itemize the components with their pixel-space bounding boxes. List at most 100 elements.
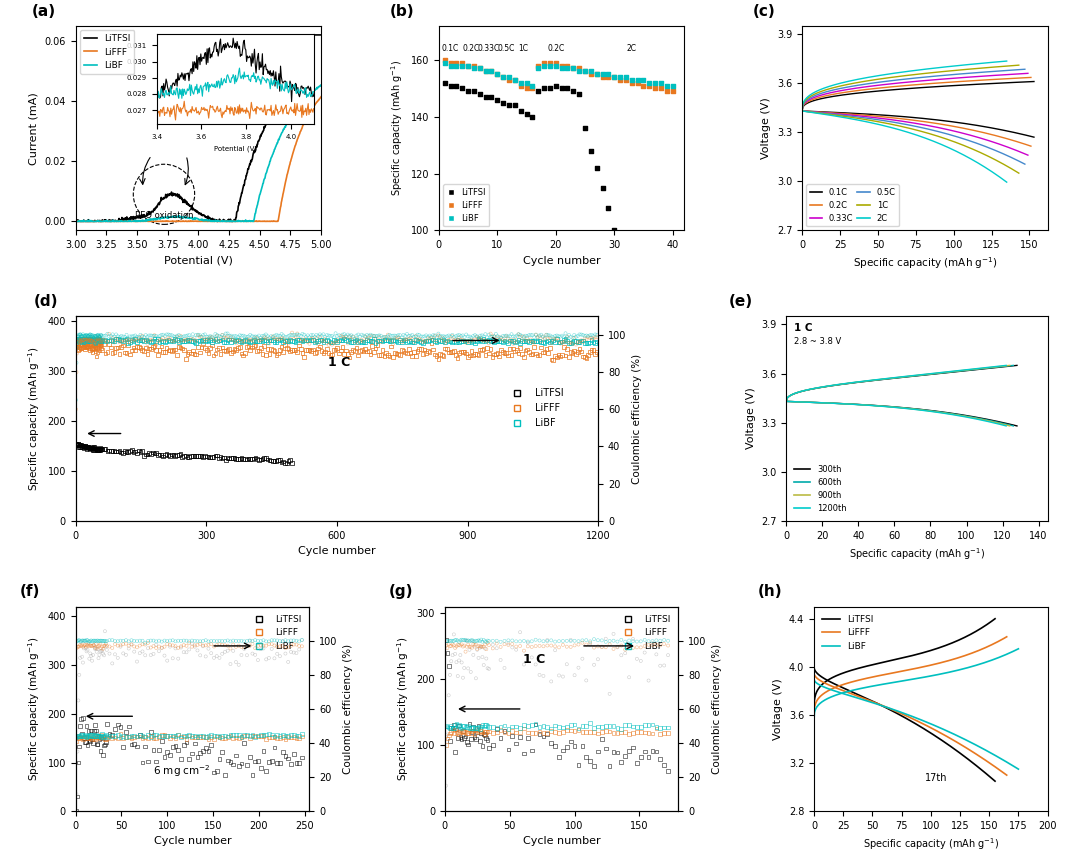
Point bbox=[341, 332, 359, 346]
Point bbox=[146, 331, 163, 345]
Point bbox=[69, 332, 86, 346]
Point bbox=[73, 335, 91, 349]
Point bbox=[485, 330, 502, 343]
Point bbox=[316, 331, 334, 344]
Point bbox=[543, 337, 561, 350]
Point bbox=[561, 336, 578, 350]
Point bbox=[114, 333, 132, 347]
Point bbox=[243, 452, 260, 466]
Point bbox=[355, 335, 373, 349]
Point bbox=[81, 332, 98, 346]
Point bbox=[492, 343, 510, 357]
Point bbox=[291, 328, 308, 342]
Point bbox=[235, 729, 253, 743]
Point bbox=[69, 640, 86, 654]
Point bbox=[367, 342, 384, 356]
Point bbox=[186, 331, 203, 345]
Point bbox=[274, 639, 292, 652]
Point bbox=[464, 637, 482, 651]
Point bbox=[69, 329, 86, 343]
Point bbox=[156, 649, 173, 663]
Point bbox=[197, 639, 214, 652]
Point bbox=[76, 641, 93, 655]
Point bbox=[67, 402, 84, 416]
Point bbox=[442, 727, 459, 740]
Point bbox=[575, 350, 592, 363]
Point bbox=[216, 634, 233, 648]
Point bbox=[470, 639, 487, 653]
Point bbox=[125, 730, 143, 744]
Point bbox=[197, 633, 214, 647]
Point bbox=[285, 334, 302, 348]
Point bbox=[86, 640, 104, 654]
Point bbox=[205, 732, 222, 746]
Point bbox=[390, 331, 407, 344]
Point bbox=[237, 330, 254, 343]
Point bbox=[160, 328, 177, 342]
Point bbox=[73, 334, 91, 348]
Point bbox=[492, 331, 510, 345]
Point bbox=[285, 332, 302, 346]
Point bbox=[189, 638, 206, 652]
Point bbox=[280, 752, 297, 765]
Point bbox=[255, 633, 272, 647]
Point bbox=[477, 65, 495, 79]
Point bbox=[75, 439, 92, 453]
Point bbox=[503, 720, 521, 734]
Point bbox=[581, 725, 598, 739]
Point bbox=[565, 85, 582, 98]
Point bbox=[328, 342, 346, 356]
Point bbox=[71, 328, 89, 342]
Point bbox=[89, 640, 106, 654]
Point bbox=[225, 333, 242, 347]
Point bbox=[435, 330, 453, 343]
Point bbox=[137, 448, 154, 462]
Point bbox=[573, 719, 591, 733]
Point bbox=[86, 333, 104, 347]
Point bbox=[594, 70, 611, 84]
Point bbox=[222, 451, 240, 465]
Point bbox=[567, 337, 584, 351]
Point bbox=[129, 729, 146, 743]
Point bbox=[98, 334, 116, 348]
Point bbox=[422, 336, 440, 350]
Point bbox=[582, 67, 599, 81]
Point bbox=[260, 333, 278, 347]
Point bbox=[454, 56, 471, 70]
Point bbox=[294, 335, 311, 349]
Point bbox=[482, 334, 499, 348]
Point bbox=[600, 687, 618, 701]
Point bbox=[227, 748, 244, 762]
Point bbox=[85, 331, 103, 345]
Point bbox=[126, 333, 144, 347]
Point bbox=[76, 639, 93, 652]
Point bbox=[492, 723, 510, 737]
Point bbox=[89, 634, 106, 648]
Point bbox=[518, 334, 536, 348]
Point bbox=[294, 639, 311, 653]
Point bbox=[544, 353, 562, 367]
Point bbox=[463, 726, 481, 740]
Point bbox=[100, 330, 118, 343]
Point bbox=[174, 330, 191, 343]
Point bbox=[409, 328, 427, 342]
Point bbox=[455, 726, 472, 740]
Point bbox=[376, 350, 393, 363]
Point bbox=[145, 647, 162, 661]
Point bbox=[273, 331, 291, 345]
Point bbox=[184, 729, 201, 743]
Point bbox=[271, 343, 288, 357]
Point bbox=[154, 345, 172, 359]
Point bbox=[111, 333, 129, 347]
Point bbox=[370, 329, 388, 343]
Point bbox=[81, 333, 98, 347]
Point bbox=[557, 349, 575, 362]
Point bbox=[203, 338, 220, 352]
Point bbox=[291, 756, 308, 770]
Point bbox=[477, 731, 495, 745]
Point bbox=[215, 450, 233, 464]
Point bbox=[469, 721, 486, 734]
Point bbox=[297, 333, 314, 347]
Point bbox=[73, 633, 91, 647]
Point bbox=[89, 345, 106, 359]
